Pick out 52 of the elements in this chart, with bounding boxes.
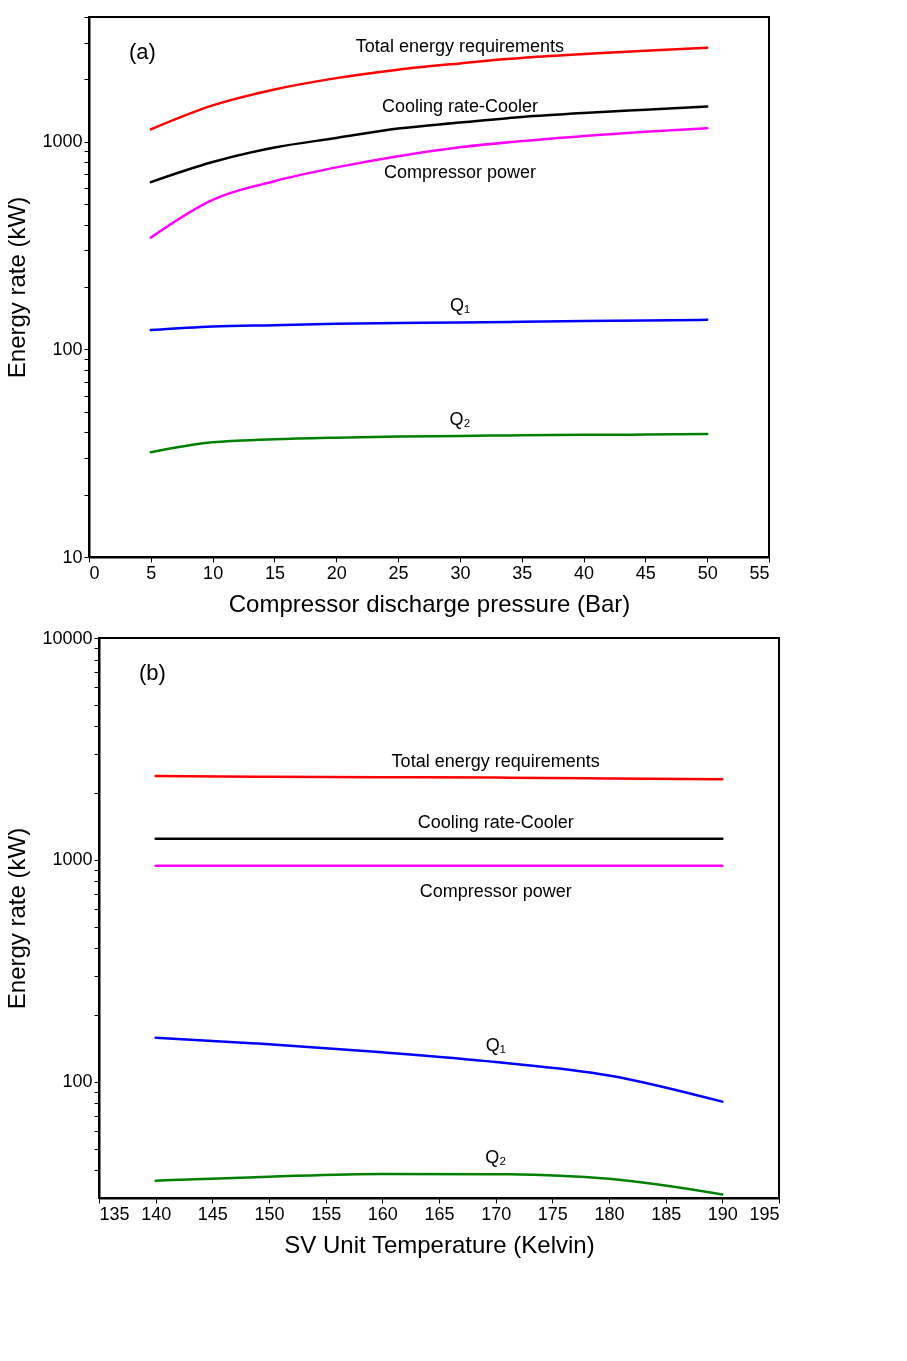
line-series [149,432,709,454]
x-tick-label: 10 [203,562,224,583]
x-tick-label: 175 [537,1203,568,1224]
series-label: Q₂ [485,1147,507,1168]
series-label: Compressor power [419,880,572,901]
x-tick-label: 35 [512,562,533,583]
y-axis-title: Energy rate (kW) [3,196,31,379]
y-axis-title: Energy rate (kW) [3,827,31,1010]
y-tick-label: 10000 [42,627,93,648]
x-tick-label: 135 [99,1203,130,1224]
x-tick-label: 190 [707,1203,738,1224]
y-tick-label: 100 [52,338,83,359]
x-tick-label: 25 [388,562,409,583]
x-tick-label: 150 [254,1203,285,1224]
series-label: Cooling rate-Cooler [381,95,538,116]
x-tick-label: 15 [264,562,285,583]
x-tick-label: 140 [141,1203,172,1224]
x-tick-label: 195 [749,1203,780,1224]
y-tick-label: 10 [62,546,83,567]
line-series [154,1036,724,1103]
annotation: (a) [129,39,156,64]
annotation: (b) [139,660,166,685]
series-label: Total energy requirements [391,750,600,771]
x-tick-label: 0 [89,562,100,583]
series-label: Cooling rate-Cooler [417,811,574,832]
x-tick-label: 30 [450,562,471,583]
series-label: Q₁ [485,1034,506,1055]
series-label: Q₁ [449,295,470,316]
line-series [149,318,709,332]
x-tick-label: 165 [424,1203,455,1224]
x-tick-label: 45 [635,562,656,583]
x-tick-label: 180 [594,1203,625,1224]
line-series [149,127,709,239]
y-tick-label: 1000 [42,131,83,152]
y-tick-label: 1000 [52,849,93,870]
x-tick-label: 40 [574,562,595,583]
x-tick-label: 20 [326,562,347,583]
x-axis-title: SV Unit Temperature (Kelvin) [284,1230,595,1258]
x-tick-label: 55 [749,562,770,583]
x-tick-label: 145 [197,1203,228,1224]
x-tick-label: 5 [146,562,157,583]
series-label: Compressor power [383,162,536,183]
y-tick-label: 100 [62,1071,93,1092]
x-tick-label: 160 [367,1203,398,1224]
series-label: Q₂ [449,408,471,429]
series-label: Total energy requirements [355,36,564,57]
line-series [154,1172,724,1196]
x-tick-label: 170 [481,1203,512,1224]
x-axis-title: Compressor discharge pressure (Bar) [228,589,631,617]
x-tick-label: 185 [651,1203,682,1224]
x-tick-label: 50 [697,562,718,583]
x-tick-label: 155 [311,1203,342,1224]
